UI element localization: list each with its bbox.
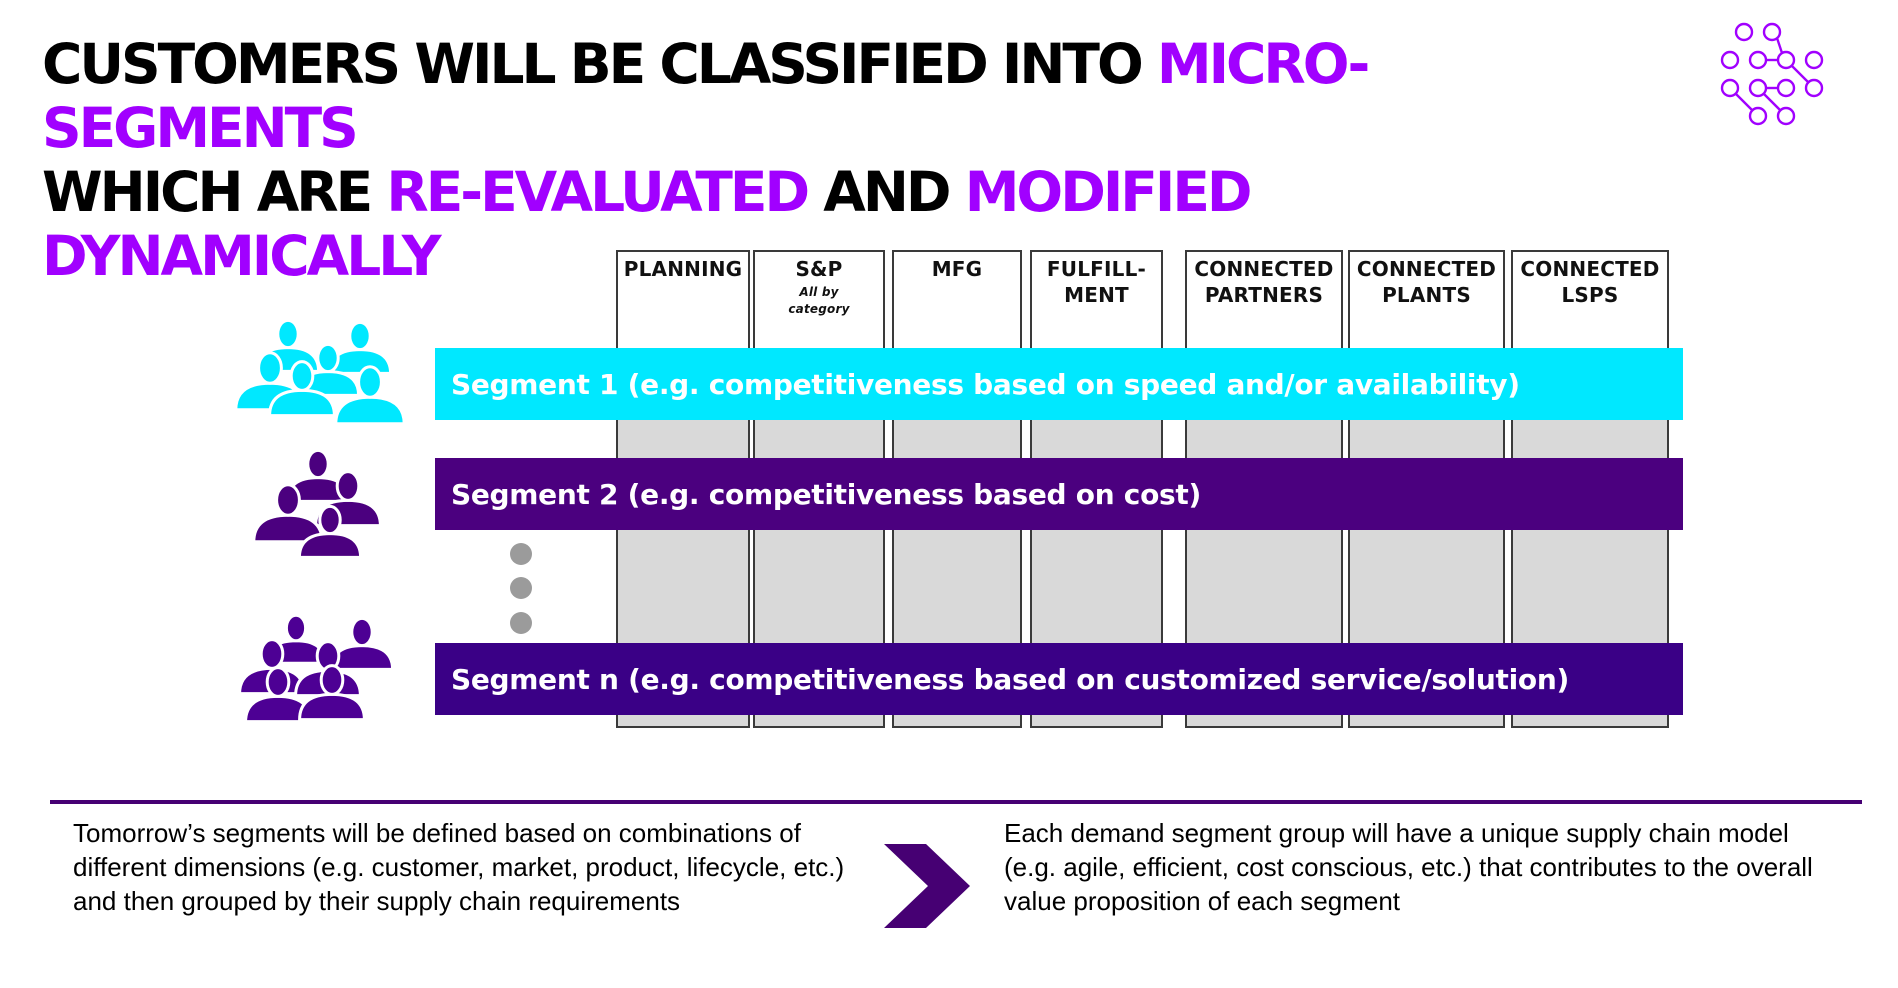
segment-bar-n: Segment n (e.g. competitiveness based on…	[435, 643, 1683, 715]
right-description: Each demand segment group will have a un…	[1004, 818, 1813, 916]
ellipsis-dot	[510, 543, 532, 565]
segment-bar-2: Segment 2 (e.g. competitiveness based on…	[435, 458, 1683, 530]
title-text: Customers will be classified into	[42, 32, 1157, 96]
column-header: CONNECTED LSPS	[1513, 256, 1667, 308]
column-label: FULFILL- MENT	[1046, 257, 1147, 307]
circuit-dots-icon	[1720, 22, 1824, 126]
people-group-icon	[234, 318, 406, 426]
column-label: CONNECTED PARTNERS	[1194, 257, 1334, 307]
title-highlight: modified dynamically	[42, 160, 1253, 288]
ellipsis-dot	[510, 577, 532, 599]
page-title: Customers will be classified into micro-…	[42, 32, 1642, 288]
column-label: CONNECTED PLANTS	[1356, 257, 1497, 307]
title-highlight: re-evaluated	[386, 160, 810, 224]
column-header: CONNECTED PLANTS	[1350, 256, 1503, 308]
title-highlight: micro-segments	[42, 32, 1370, 160]
ellipsis-dot	[510, 612, 532, 634]
column-label: CONNECTED LSPS	[1520, 257, 1660, 307]
people-group-icon	[252, 448, 382, 556]
column-header: S&P All by category	[755, 256, 883, 318]
segment-bar-1: Segment 1 (e.g. competitiveness based on…	[435, 348, 1683, 420]
people-group-icon	[238, 613, 395, 724]
column-header: PLANNING	[618, 256, 748, 282]
column-header: CONNECTED PARTNERS	[1187, 256, 1341, 308]
column-label: PLANNING	[623, 257, 743, 281]
title-line-1: Customers will be classified into micro-…	[42, 32, 1642, 160]
column-label: S&P	[795, 257, 843, 281]
title-text: which are	[42, 160, 387, 224]
column-label: MFG	[931, 257, 983, 281]
column-sublabel: All by category	[788, 285, 850, 316]
column-header: MFG	[894, 256, 1020, 282]
chevron-right-icon	[884, 844, 970, 928]
title-line-2: which are re-evaluated and modified dyna…	[42, 160, 1642, 288]
section-divider	[50, 800, 1862, 804]
column-header: FULFILL- MENT	[1032, 256, 1161, 308]
left-description: Tomorrow’s segments will be defined base…	[73, 818, 845, 916]
title-text: and	[807, 160, 965, 224]
